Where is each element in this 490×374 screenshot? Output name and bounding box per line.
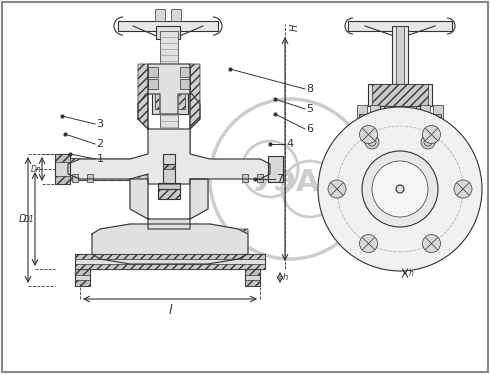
Bar: [148, 67, 158, 77]
Bar: [435, 114, 441, 119]
Bar: [365, 132, 435, 144]
Circle shape: [365, 135, 379, 149]
Bar: [370, 105, 380, 119]
Polygon shape: [92, 224, 248, 264]
Bar: [55, 154, 70, 184]
Circle shape: [396, 185, 404, 193]
Bar: [245, 280, 260, 286]
Circle shape: [454, 180, 472, 198]
Bar: [75, 280, 90, 286]
Bar: [152, 84, 188, 114]
Bar: [242, 174, 248, 182]
Bar: [392, 26, 408, 84]
Bar: [148, 129, 158, 154]
Bar: [380, 149, 420, 174]
Bar: [245, 269, 260, 275]
Bar: [163, 164, 175, 189]
Bar: [155, 9, 165, 21]
Polygon shape: [138, 64, 200, 129]
Bar: [268, 156, 283, 182]
Text: 8: 8: [306, 84, 314, 94]
Bar: [380, 164, 420, 174]
Bar: [180, 67, 190, 77]
Polygon shape: [92, 224, 130, 264]
Polygon shape: [68, 129, 270, 184]
Bar: [148, 129, 190, 154]
Bar: [163, 154, 175, 164]
Circle shape: [422, 234, 441, 252]
Text: 3: 3: [97, 119, 103, 129]
Bar: [368, 84, 432, 106]
Bar: [359, 114, 365, 119]
Text: 1: 1: [97, 154, 103, 164]
Polygon shape: [138, 64, 148, 129]
Bar: [75, 269, 90, 275]
Circle shape: [318, 107, 482, 271]
Bar: [396, 26, 404, 84]
Circle shape: [421, 135, 435, 149]
Bar: [380, 106, 420, 134]
Circle shape: [362, 151, 438, 227]
Bar: [384, 106, 416, 134]
Text: 7: 7: [276, 174, 284, 184]
Bar: [180, 79, 190, 89]
Bar: [55, 154, 70, 162]
Polygon shape: [208, 224, 248, 264]
Polygon shape: [190, 64, 200, 129]
Bar: [148, 79, 158, 89]
Bar: [118, 21, 218, 31]
Bar: [158, 183, 180, 191]
Bar: [171, 9, 181, 21]
Text: D1: D1: [24, 215, 34, 224]
Bar: [75, 254, 265, 259]
Bar: [433, 105, 443, 119]
Bar: [156, 26, 180, 39]
Text: 6: 6: [307, 124, 314, 134]
Circle shape: [372, 161, 428, 217]
Text: h: h: [283, 273, 288, 282]
Bar: [75, 264, 265, 269]
Text: 5: 5: [307, 104, 314, 114]
Bar: [348, 21, 452, 31]
Bar: [180, 129, 190, 154]
Bar: [68, 175, 148, 180]
Text: l: l: [168, 304, 172, 317]
Bar: [163, 184, 175, 189]
Bar: [372, 84, 428, 106]
Bar: [75, 269, 90, 286]
Bar: [55, 176, 70, 184]
Bar: [422, 114, 428, 119]
Circle shape: [328, 180, 346, 198]
Bar: [163, 164, 175, 169]
Bar: [68, 158, 148, 180]
Text: D: D: [18, 214, 26, 224]
Bar: [372, 114, 378, 119]
Polygon shape: [130, 179, 148, 219]
Bar: [365, 144, 435, 154]
Bar: [155, 87, 185, 109]
Bar: [160, 31, 178, 144]
Text: H: H: [290, 24, 300, 31]
Bar: [87, 174, 93, 182]
Circle shape: [360, 125, 377, 144]
Text: УЭА: УЭА: [250, 168, 320, 196]
Circle shape: [422, 125, 441, 144]
Polygon shape: [130, 179, 208, 229]
Circle shape: [360, 234, 377, 252]
Polygon shape: [190, 179, 208, 219]
Text: 2: 2: [97, 139, 103, 149]
Bar: [72, 174, 78, 182]
Bar: [75, 254, 265, 269]
Bar: [245, 269, 260, 286]
Text: Dn: Dn: [31, 165, 41, 174]
Text: h: h: [409, 269, 414, 278]
Bar: [257, 174, 263, 182]
Bar: [357, 105, 367, 119]
Bar: [68, 158, 148, 163]
Text: 4: 4: [287, 139, 294, 149]
Bar: [420, 105, 430, 119]
Bar: [158, 189, 180, 199]
